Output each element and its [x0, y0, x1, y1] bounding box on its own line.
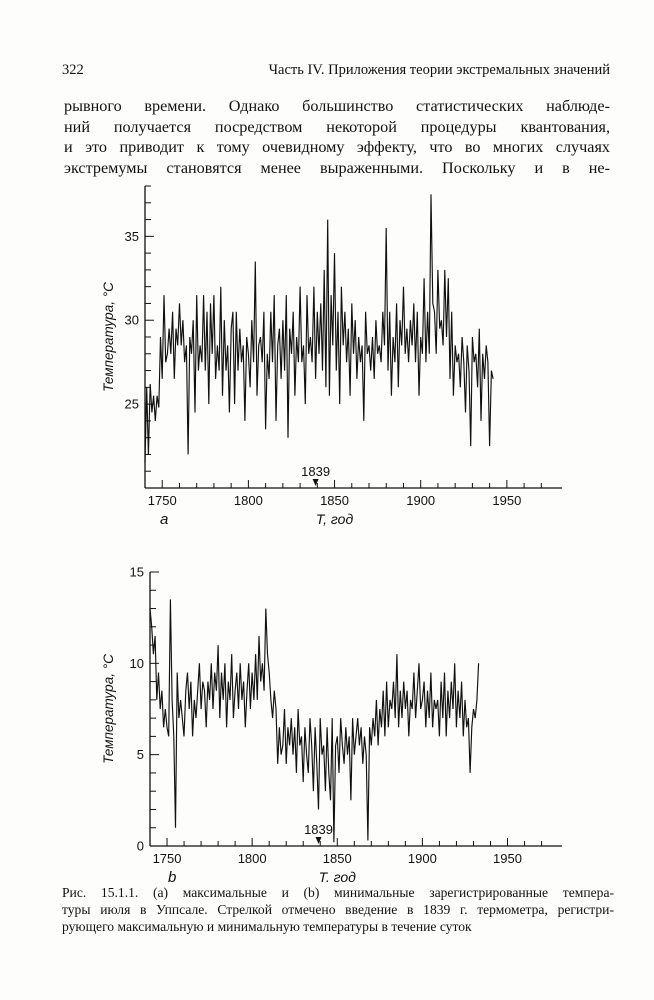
- caption-line: рующего максимальную и минимальную темпе…: [62, 919, 472, 934]
- x-tick-label: 1850: [320, 493, 349, 508]
- page-header: 322 Часть IV. Приложения теории экстрема…: [62, 62, 610, 82]
- y-tick-label: 30: [125, 313, 139, 328]
- y-tick-label: 5: [137, 747, 144, 762]
- data-series-line: [149, 599, 480, 843]
- y-tick-label: 0: [137, 839, 144, 854]
- x-tick-label: 1950: [492, 493, 521, 508]
- panel-label: b: [168, 869, 176, 882]
- annotation-arrow-head: [315, 837, 322, 844]
- y-tick-label: 25: [125, 397, 139, 412]
- x-axis-title: T, год: [316, 511, 354, 527]
- annotation-arrow-head: [312, 479, 319, 486]
- paragraph-line: рывного времени. Однако большинство стат…: [64, 97, 610, 115]
- y-axis-title: Температура, °С: [101, 282, 116, 392]
- x-tick-label: 1750: [153, 851, 182, 866]
- x-tick-label: 1950: [493, 851, 522, 866]
- chart-b: 0 5 10 15 1750 1800 1850 1900 1950 1839 b T, год Тем…: [101, 565, 562, 882]
- paragraph-line: и это приводит к тому очевидному эффекту…: [64, 138, 610, 156]
- panel-label: a: [160, 511, 168, 528]
- running-title: Часть IV. Приложения теории экстремальны…: [268, 62, 610, 78]
- x-tick-label: 1900: [408, 851, 437, 866]
- body-paragraph: рывного времени. Однако большинство стат…: [64, 96, 610, 178]
- figure-caption: Рис. 15.1.1. (а) максимальные и (b) мини…: [62, 884, 614, 935]
- page-number: 322: [62, 62, 84, 78]
- figure-panel-b: 0 5 10 15 1750 1800 1850 1900 1950 1839 b T, год Тем…: [0, 560, 654, 882]
- caption-line: туры июля в Уппсале. Стрелкой отмечено в…: [62, 902, 614, 917]
- x-tick-label: 1750: [148, 493, 177, 508]
- y-tick-label: 35: [125, 229, 139, 244]
- y-axis-title: Температура, °С: [101, 654, 116, 764]
- x-tick-label: 1850: [323, 851, 352, 866]
- x-tick-label: 1800: [234, 493, 263, 508]
- x-axis-title: T, год: [319, 869, 357, 882]
- y-tick-label: 15: [130, 565, 144, 580]
- caption-line: Рис. 15.1.1. (а) максимальные и (b) мини…: [62, 885, 614, 900]
- chart-a: 25 30 35 1750 1800 1850 1900 1950 1839 a T, год Тем…: [101, 185, 562, 528]
- annotation-label: 1839: [304, 822, 333, 837]
- x-tick-label: 1900: [406, 493, 435, 508]
- paragraph-line: ний получается посредством некоторой про…: [64, 117, 610, 136]
- annotation-label: 1839: [301, 464, 330, 479]
- paragraph-line: экстремумы становятся менее выраженными.…: [64, 158, 610, 177]
- figure-panel-a: 25 30 35 1750 1800 1850 1900 1950 1839 a T, год Тем…: [0, 180, 654, 540]
- x-tick-label: 1800: [238, 851, 267, 866]
- data-series-line: [144, 194, 494, 463]
- y-tick-label: 10: [130, 656, 144, 671]
